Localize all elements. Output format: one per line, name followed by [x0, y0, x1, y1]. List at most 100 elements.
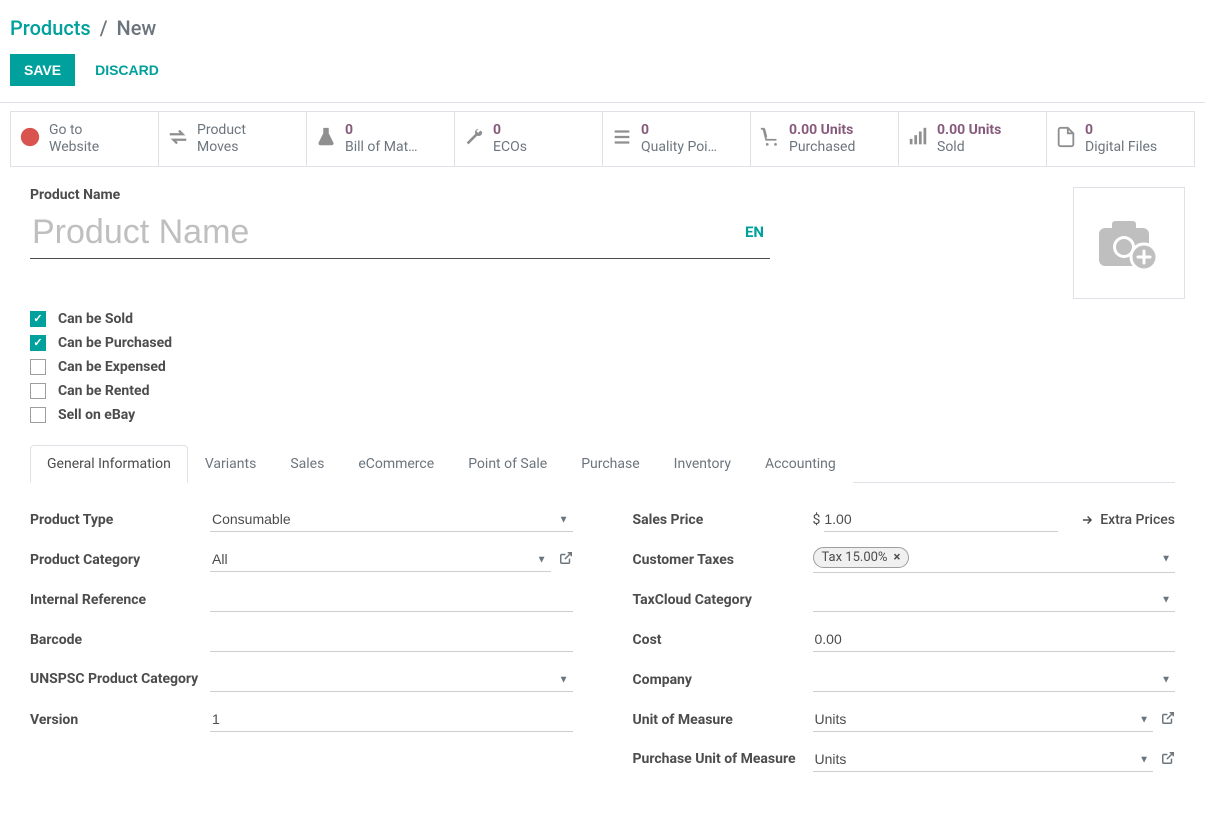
cart-icon: [759, 126, 781, 152]
stat-label: Go to: [49, 122, 99, 139]
can-be-expensed-checkbox[interactable]: [30, 359, 46, 375]
cost-label: Cost: [633, 632, 813, 648]
bar-chart-icon: [907, 126, 929, 152]
product-name-label: Product Name: [30, 187, 770, 203]
general-info-form: Product Type ▼ Product Category ▼: [30, 505, 1175, 785]
extra-prices-link[interactable]: Extra Prices: [1080, 512, 1175, 528]
flask-icon: [315, 126, 337, 152]
arrow-right-icon: [1080, 513, 1094, 527]
sell-on-ebay-checkbox[interactable]: [30, 407, 46, 423]
stat-bill-of-materials[interactable]: 0 Bill of Mat…: [307, 112, 455, 166]
tab-ecommerce[interactable]: eCommerce: [341, 445, 451, 483]
stat-value: 0: [641, 122, 717, 139]
currency-symbol: $: [813, 512, 821, 528]
breadcrumb-current: New: [117, 16, 157, 40]
chevron-down-icon: ▼: [1161, 554, 1171, 565]
tab-purchase[interactable]: Purchase: [564, 445, 656, 483]
tax-tag-remove-icon[interactable]: ×: [893, 550, 900, 565]
extra-prices-label: Extra Prices: [1100, 512, 1175, 528]
purchase-uom-label: Purchase Unit of Measure: [633, 751, 813, 768]
sell-on-ebay-label: Sell on eBay: [58, 407, 135, 423]
breadcrumb-sep: /: [100, 16, 108, 40]
tab-inventory[interactable]: Inventory: [657, 445, 748, 483]
list-icon: [611, 126, 633, 152]
exchange-icon: [167, 126, 189, 152]
action-bar: SAVE DISCARD: [0, 44, 1205, 96]
product-name-input[interactable]: [30, 209, 770, 259]
tab-bar: General Information Variants Sales eComm…: [30, 445, 1175, 483]
stat-label: Moves: [197, 139, 246, 156]
tab-sales[interactable]: Sales: [273, 445, 341, 483]
stat-value: 0.00 Units: [937, 122, 1001, 139]
tax-tag[interactable]: Tax 15.00% ×: [813, 547, 910, 568]
tab-accounting[interactable]: Accounting: [748, 445, 853, 483]
sales-price-input[interactable]: [824, 507, 1058, 532]
version-input[interactable]: [210, 707, 573, 732]
breadcrumb-root[interactable]: Products: [10, 16, 91, 40]
sales-price-label: Sales Price: [633, 512, 813, 528]
stat-purchased[interactable]: 0.00 Units Purchased: [751, 112, 899, 166]
unspsc-label: UNSPSC Product Category: [30, 671, 210, 688]
stat-label: ECOs: [493, 139, 527, 156]
barcode-label: Barcode: [30, 632, 210, 648]
company-select[interactable]: [813, 667, 1176, 692]
can-be-purchased-label: Can be Purchased: [58, 335, 172, 351]
product-type-label: Product Type: [30, 512, 210, 528]
can-be-rented-checkbox[interactable]: [30, 383, 46, 399]
stat-sold[interactable]: 0.00 Units Sold: [899, 112, 1047, 166]
product-category-select[interactable]: [210, 547, 551, 572]
stat-digital-files[interactable]: 0 Digital Files: [1047, 112, 1195, 166]
wrench-icon: [463, 126, 485, 152]
stat-ecos[interactable]: 0 ECOs: [455, 112, 603, 166]
divider: [0, 102, 1205, 103]
stat-product-moves[interactable]: Product Moves: [159, 112, 307, 166]
globe-icon: [19, 126, 41, 152]
taxcloud-category-select[interactable]: [813, 587, 1176, 612]
customer-taxes-label: Customer Taxes: [633, 552, 813, 568]
product-type-select[interactable]: [210, 507, 573, 532]
product-image-upload[interactable]: [1073, 187, 1185, 299]
stat-label: Quality Poi…: [641, 139, 717, 156]
stat-value: 0.00 Units: [789, 122, 855, 139]
can-be-sold-checkbox[interactable]: [30, 311, 46, 327]
barcode-input[interactable]: [210, 627, 573, 652]
uom-label: Unit of Measure: [633, 712, 813, 728]
stat-label: Bill of Mat…: [345, 139, 418, 156]
product-options: Can be Sold Can be Purchased Can be Expe…: [30, 311, 1175, 423]
form-right-column: Sales Price $ Extra Prices Customer Taxe…: [633, 505, 1176, 785]
stat-quality-points[interactable]: 0 Quality Poi…: [603, 112, 751, 166]
tab-general-information[interactable]: General Information: [30, 445, 188, 483]
breadcrumb: Products / New: [0, 0, 1205, 44]
stat-value: 0: [345, 122, 418, 139]
uom-select[interactable]: [813, 707, 1154, 732]
file-icon: [1055, 126, 1077, 152]
stat-label: Sold: [937, 139, 1001, 156]
unspsc-select[interactable]: [210, 667, 573, 692]
internal-reference-input[interactable]: [210, 587, 573, 612]
purchase-uom-select[interactable]: [813, 747, 1154, 772]
form-left-column: Product Type ▼ Product Category ▼: [30, 505, 573, 785]
tab-variants[interactable]: Variants: [188, 445, 274, 483]
language-badge[interactable]: EN: [745, 223, 764, 241]
form-sheet: Product Name EN Can be Sold Can be Purch…: [0, 167, 1205, 805]
stat-label: Digital Files: [1085, 139, 1157, 156]
company-label: Company: [633, 672, 813, 688]
can-be-rented-label: Can be Rented: [58, 383, 149, 399]
cost-input[interactable]: [813, 627, 1176, 652]
taxcloud-category-label: TaxCloud Category: [633, 592, 813, 608]
save-button[interactable]: SAVE: [10, 54, 75, 86]
tab-point-of-sale[interactable]: Point of Sale: [451, 445, 564, 483]
external-link-icon[interactable]: [559, 551, 573, 569]
stat-go-to-website[interactable]: Go to Website: [11, 112, 159, 166]
external-link-icon[interactable]: [1161, 711, 1175, 729]
camera-plus-icon: [1094, 213, 1164, 273]
internal-reference-label: Internal Reference: [30, 592, 210, 608]
external-link-icon[interactable]: [1161, 751, 1175, 769]
stat-value: 0: [1085, 122, 1157, 139]
stat-value: 0: [493, 122, 527, 139]
discard-button[interactable]: DISCARD: [91, 54, 163, 86]
version-label: Version: [30, 712, 210, 728]
stat-label: Website: [49, 139, 99, 156]
can-be-purchased-checkbox[interactable]: [30, 335, 46, 351]
stat-label: Purchased: [789, 139, 855, 156]
